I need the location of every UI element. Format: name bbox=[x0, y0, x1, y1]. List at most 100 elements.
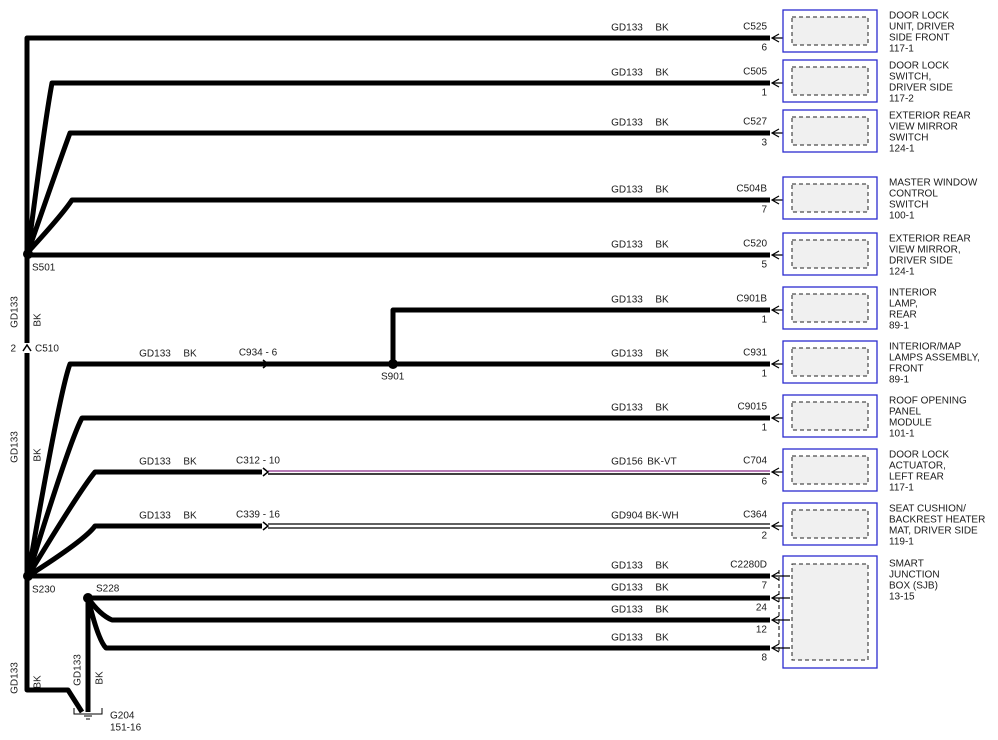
wire bbox=[85, 597, 770, 651]
component-label: 117-1 bbox=[889, 44, 914, 55]
color-label: BK bbox=[33, 313, 44, 327]
circuit-label: GD904 bbox=[611, 511, 643, 522]
component-label: LAMPS ASSEMBLY, bbox=[889, 353, 980, 364]
splice-label: S228 bbox=[96, 584, 120, 595]
color-label: BK bbox=[655, 295, 669, 306]
component-body bbox=[791, 401, 869, 431]
color-label: BK bbox=[655, 583, 669, 594]
pin-label: 2 bbox=[761, 531, 767, 542]
pin-label: 3 bbox=[761, 138, 767, 149]
component-label: CONTROL bbox=[889, 189, 938, 200]
connector-label: C527 bbox=[743, 117, 767, 128]
connector-label: C510 bbox=[35, 344, 59, 355]
component-label: VIEW MIRROR, bbox=[889, 245, 961, 256]
component-label: UNIT, DRIVER bbox=[889, 22, 955, 33]
pin-label: 8 bbox=[761, 653, 767, 664]
ground-label: G204 bbox=[110, 711, 135, 722]
circuit-label: GD133 bbox=[10, 431, 21, 463]
component-label: DRIVER SIDE bbox=[889, 256, 953, 267]
component-label: VIEW MIRROR bbox=[889, 122, 958, 133]
component-body bbox=[791, 509, 869, 539]
component-label: 124-1 bbox=[889, 144, 915, 155]
component-label: SWITCH bbox=[889, 133, 928, 144]
component-body bbox=[791, 239, 869, 269]
pin-label: 1 bbox=[761, 315, 767, 326]
component-label: REAR bbox=[889, 310, 917, 321]
wire bbox=[26, 523, 262, 579]
circuit-label: GD133 bbox=[611, 633, 643, 644]
component-label: DOOR LOCK bbox=[889, 61, 949, 72]
component-label: SEAT CUSHION/ bbox=[889, 504, 966, 515]
component-label: 89-1 bbox=[889, 375, 909, 386]
splice bbox=[83, 593, 93, 603]
connector-arrow bbox=[770, 593, 790, 603]
connector-label: C704 bbox=[743, 456, 767, 467]
pin-label: 24 bbox=[756, 603, 768, 614]
component-label: SIDE FRONT bbox=[889, 33, 950, 44]
pin-label: 6 bbox=[761, 477, 767, 488]
color-label: BK bbox=[33, 448, 44, 462]
wire bbox=[25, 469, 262, 578]
component-label: MAT, DRIVER SIDE bbox=[889, 526, 978, 537]
circuit-label: GD133 bbox=[611, 23, 643, 34]
color-label: BK bbox=[655, 349, 669, 360]
pin-label: 1 bbox=[761, 423, 767, 434]
component-label: 89-1 bbox=[889, 321, 909, 332]
connector-gap bbox=[22, 343, 32, 353]
color-label: BK bbox=[655, 185, 669, 196]
pin-label: 5 bbox=[761, 260, 767, 271]
component-label: MODULE bbox=[889, 418, 932, 429]
component-label: EXTERIOR REAR bbox=[889, 111, 971, 122]
wire bbox=[26, 197, 770, 254]
component-label: 13-15 bbox=[889, 592, 915, 603]
circuit-label: GD133 bbox=[139, 511, 171, 522]
pin-label: 6 bbox=[761, 43, 767, 54]
component-body bbox=[791, 116, 869, 146]
splice bbox=[23, 249, 33, 259]
circuit-label: GD133 bbox=[139, 457, 171, 468]
connector-label: C525 bbox=[743, 22, 767, 33]
wire bbox=[25, 80, 770, 253]
circuit-label: GD133 bbox=[10, 662, 21, 694]
component-label: DOOR LOCK bbox=[889, 450, 949, 461]
inline-connector bbox=[262, 359, 270, 369]
color-label: BK-WH bbox=[645, 511, 678, 522]
wire bbox=[390, 307, 770, 364]
component-body bbox=[791, 293, 869, 323]
connector-arrow bbox=[770, 615, 790, 625]
component-label: BOX (SJB) bbox=[889, 581, 938, 592]
color-label: BK bbox=[655, 118, 669, 129]
wire bbox=[25, 415, 770, 577]
wire bbox=[24, 35, 770, 252]
pin-label: 1 bbox=[761, 369, 767, 380]
circuit-label: GD133 bbox=[611, 561, 643, 572]
wire bbox=[25, 361, 770, 577]
inline-connector bbox=[262, 467, 270, 477]
color-label: BK bbox=[655, 633, 669, 644]
component-label: EXTERIOR REAR bbox=[889, 234, 971, 245]
pin-label: 7 bbox=[761, 205, 767, 216]
splice bbox=[23, 571, 33, 581]
circuit-label: GD133 bbox=[10, 296, 21, 328]
component-label: SWITCH, bbox=[889, 72, 931, 83]
color-label: BK bbox=[655, 561, 669, 572]
color-label: BK bbox=[655, 240, 669, 251]
circuit-label: GD133 bbox=[611, 583, 643, 594]
component-label: ROOF OPENING bbox=[889, 396, 967, 407]
color-label: BK bbox=[33, 675, 44, 689]
connector-label: C339 - 16 bbox=[236, 510, 280, 521]
connector-label: C504B bbox=[736, 184, 767, 195]
component-label: FRONT bbox=[889, 364, 923, 375]
color-label: BK bbox=[95, 671, 106, 685]
connector-label: C2280D bbox=[730, 560, 767, 571]
component-label: INTERIOR bbox=[889, 288, 937, 299]
connector-label: C505 bbox=[743, 67, 767, 78]
connector-label: C901B bbox=[736, 294, 767, 305]
circuit-label: GD156 bbox=[611, 457, 643, 468]
color-label: BK bbox=[655, 68, 669, 79]
splice-label: S901 bbox=[381, 372, 405, 383]
connector-arrow bbox=[770, 643, 790, 653]
connector-label: C364 bbox=[743, 510, 767, 521]
splice bbox=[388, 359, 398, 369]
circuit-label: GD133 bbox=[611, 240, 643, 251]
